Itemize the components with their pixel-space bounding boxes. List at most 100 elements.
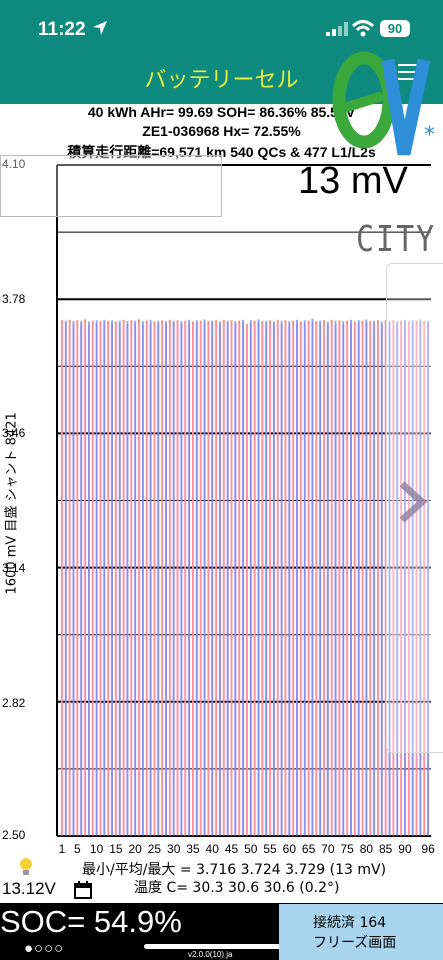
cell-bar-cap bbox=[118, 320, 121, 324]
cell-voltage-bar bbox=[319, 322, 322, 836]
cell-bar-cap bbox=[103, 319, 106, 323]
cell-bar-cap bbox=[157, 320, 160, 324]
cell-bar-cap bbox=[350, 319, 352, 323]
cell-voltage-bar bbox=[427, 322, 430, 836]
cell-bar-cap bbox=[265, 320, 268, 324]
y-tick-label: 3.78 bbox=[2, 292, 26, 306]
cell-voltage-bar bbox=[207, 323, 210, 836]
aux-battery-voltage: 13.12V bbox=[2, 879, 56, 898]
model-badge: CITY bbox=[356, 218, 437, 261]
cell-bar-cap bbox=[419, 319, 422, 323]
cell-bar-cap bbox=[342, 321, 345, 325]
cell-voltage-bar bbox=[218, 323, 221, 836]
y-tick-label: 4.10 bbox=[2, 157, 26, 171]
cell-voltage-bar bbox=[149, 321, 152, 836]
cell-voltage-bar bbox=[384, 321, 387, 836]
cell-voltage-bar bbox=[253, 322, 256, 836]
cell-bar-cap bbox=[311, 318, 314, 322]
cell-bar-cap bbox=[365, 319, 368, 323]
connection-status: 接続済 164 bbox=[313, 915, 387, 931]
cell-voltage-bar bbox=[276, 321, 279, 836]
cell-bar-cap bbox=[72, 321, 75, 325]
cell-voltage-bar bbox=[99, 323, 102, 836]
cell-voltage-stats: 最小/平均/最大 = 3.716 3.724 3.729 (13 mV) bbox=[82, 862, 387, 878]
hamburger-menu-icon[interactable] bbox=[398, 64, 418, 82]
cell-voltage-bar bbox=[380, 323, 383, 836]
cell-voltage-bar bbox=[176, 322, 179, 836]
cell-voltage-bar bbox=[91, 322, 94, 836]
battery-id-line: ZE1-036968 Hx= 72.55% bbox=[142, 123, 301, 139]
cell-bar-cap bbox=[407, 321, 410, 325]
cell-bar-cap bbox=[180, 321, 183, 325]
chevron-right-icon[interactable] bbox=[398, 480, 428, 524]
cell-bar-cap bbox=[384, 319, 387, 323]
cell-bar-cap bbox=[222, 319, 225, 323]
x-tick-label: 80 bbox=[360, 842, 374, 855]
cell-voltage-bar bbox=[423, 323, 426, 836]
cell-bar-cap bbox=[284, 320, 287, 324]
cell-voltage-bar bbox=[107, 322, 110, 836]
cell-voltage-bar bbox=[161, 322, 164, 836]
svg-text:*: * bbox=[424, 123, 435, 148]
cell-voltage-bar bbox=[138, 321, 140, 836]
y-axis-title: 1600 mV 目盛 シャント 8421 bbox=[4, 412, 20, 595]
cell-bar-cap bbox=[184, 320, 187, 324]
cell-voltage-bar bbox=[280, 322, 283, 836]
cell-bar-cap bbox=[361, 320, 364, 324]
y-tick-label: 2.50 bbox=[2, 828, 26, 842]
x-tick-label: 5 bbox=[74, 842, 81, 855]
calendar-icon[interactable] bbox=[74, 881, 92, 899]
x-tick-label: 90 bbox=[398, 842, 412, 855]
cell-voltage-bar bbox=[338, 322, 341, 836]
cell-bar-cap bbox=[138, 319, 140, 323]
cell-voltage-bar bbox=[222, 321, 225, 836]
x-tick-label: 25 bbox=[148, 842, 162, 855]
cell-bar-cap bbox=[84, 319, 87, 323]
cell-bar-cap bbox=[369, 321, 372, 325]
cell-bar-cap bbox=[396, 321, 399, 325]
cell-voltage-bar bbox=[307, 322, 310, 836]
connection-panel[interactable] bbox=[279, 904, 443, 960]
cell-voltage-bar bbox=[361, 322, 364, 836]
cell-voltage-bar bbox=[226, 322, 229, 836]
cell-bar-cap bbox=[126, 321, 129, 325]
cell-voltage-bar bbox=[76, 322, 79, 836]
cell-bar-cap bbox=[68, 319, 71, 323]
side-panel-handle[interactable] bbox=[386, 263, 443, 753]
app-header bbox=[0, 0, 443, 104]
cell-voltage-bar bbox=[245, 326, 248, 836]
home-indicator[interactable] bbox=[144, 944, 298, 949]
freeze-screen-button[interactable]: フリーズ画面 bbox=[313, 935, 397, 951]
lightbulb-icon[interactable] bbox=[19, 857, 33, 877]
x-tick-label: 20 bbox=[128, 842, 142, 855]
cell-bar-cap bbox=[168, 319, 171, 323]
cell-bar-cap bbox=[330, 319, 333, 323]
cell-bar-cap bbox=[149, 319, 152, 323]
cell-bar-cap bbox=[145, 320, 148, 324]
cell-bar-cap bbox=[380, 321, 383, 325]
cell-voltage-bar bbox=[353, 323, 356, 836]
cell-voltage-bar bbox=[234, 323, 237, 836]
cell-voltage-bar bbox=[157, 322, 160, 836]
cell-bar-cap bbox=[307, 320, 310, 324]
x-tick-label: 65 bbox=[302, 842, 316, 855]
battery-icon: 90 bbox=[380, 20, 410, 37]
x-tick-label: 85 bbox=[379, 842, 393, 855]
cell-voltage-bar bbox=[415, 322, 418, 836]
x-tick-label: 50 bbox=[244, 842, 258, 855]
wifi-icon bbox=[352, 20, 374, 37]
cell-voltage-bar bbox=[130, 322, 133, 836]
cell-bar-cap bbox=[377, 320, 379, 324]
cell-bar-cap bbox=[64, 320, 67, 324]
cell-voltage-bar bbox=[114, 323, 117, 836]
cell-voltage-bar bbox=[411, 322, 414, 836]
cell-bar-cap bbox=[195, 320, 198, 324]
cell-voltage-bar bbox=[145, 322, 148, 836]
x-tick-label: 30 bbox=[167, 842, 181, 855]
cell-bar-cap bbox=[392, 320, 395, 324]
cell-voltage-bar bbox=[334, 322, 337, 836]
cell-voltage-bar bbox=[249, 322, 252, 836]
page-indicator[interactable]: ●○○○ bbox=[24, 940, 65, 957]
temperature-stats: 温度 C= 30.3 30.6 30.6 (0.2°) bbox=[134, 880, 340, 896]
cell-bar-cap bbox=[188, 319, 191, 323]
